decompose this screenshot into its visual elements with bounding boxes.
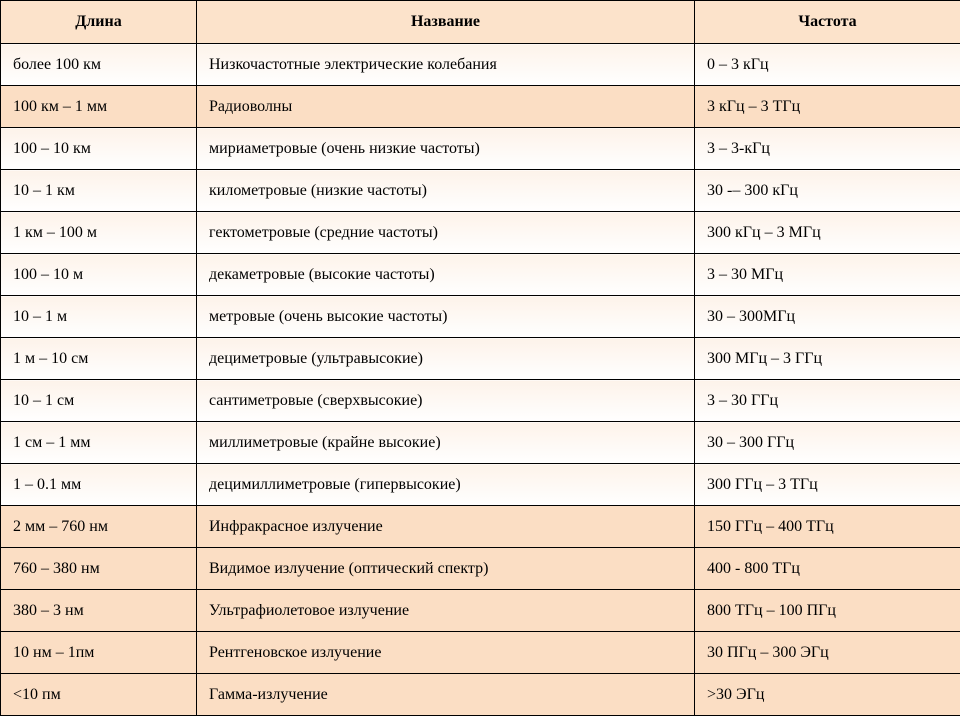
cell-length: более 100 км xyxy=(1,44,197,86)
cell-freq: 3 – 3-кГц xyxy=(695,128,960,170)
cell-freq: 150 ГГц – 400 ТГц xyxy=(695,506,960,548)
table-row: 380 – 3 нмУльтрафиолетовое излучение800 … xyxy=(1,590,960,632)
table-row: 1 – 0.1 ммдецимиллиметровые (гипервысоки… xyxy=(1,464,960,506)
cell-length: 1 см – 1 мм xyxy=(1,422,197,464)
cell-freq: 30 -– 300 кГц xyxy=(695,170,960,212)
cell-name: миллиметровые (крайне высокие) xyxy=(197,422,695,464)
cell-name: декаметровые (высокие частоты) xyxy=(197,254,695,296)
cell-freq: 300 кГц – 3 МГц xyxy=(695,212,960,254)
table-body: более 100 кмНизкочастотные электрические… xyxy=(1,44,960,716)
cell-freq: 300 ГГц – 3 ТГц xyxy=(695,464,960,506)
cell-freq: 800 ТГц – 100 ПГц xyxy=(695,590,960,632)
table-row: 1 м – 10 смдециметровые (ультравысокие)3… xyxy=(1,338,960,380)
table-row: 760 – 380 нмВидимое излучение (оптически… xyxy=(1,548,960,590)
cell-length: 100 км – 1 мм xyxy=(1,86,197,128)
cell-name: сантиметровые (сверхвысокие) xyxy=(197,380,695,422)
table-header-row: Длина Название Частота xyxy=(1,1,960,44)
table-row: 1 см – 1 мммиллиметровые (крайне высокие… xyxy=(1,422,960,464)
cell-length: 2 мм – 760 нм xyxy=(1,506,197,548)
table-row: 10 – 1 мметровые (очень высокие частоты)… xyxy=(1,296,960,338)
cell-name: гектометровые (средние частоты) xyxy=(197,212,695,254)
cell-freq: 30 – 300МГц xyxy=(695,296,960,338)
table-row: 100 км – 1 ммРадиоволны3 кГц – 3 ТГц xyxy=(1,86,960,128)
col-header-freq: Частота xyxy=(695,1,960,44)
cell-freq: 3 – 30 ГГц xyxy=(695,380,960,422)
cell-name: дециметровые (ультравысокие) xyxy=(197,338,695,380)
table-row: 10 – 1 кмкилометровые (низкие частоты)30… xyxy=(1,170,960,212)
cell-length: 380 – 3 нм xyxy=(1,590,197,632)
cell-name: децимиллиметровые (гипервысокие) xyxy=(197,464,695,506)
cell-length: <10 пм xyxy=(1,674,197,716)
table-row: <10 пмГамма-излучение>30 ЭГц xyxy=(1,674,960,716)
col-header-length: Длина xyxy=(1,1,197,44)
cell-name: Радиоволны xyxy=(197,86,695,128)
cell-freq: 3 – 30 МГц xyxy=(695,254,960,296)
cell-freq: 0 – 3 кГц xyxy=(695,44,960,86)
cell-name: мириаметровые (очень низкие частоты) xyxy=(197,128,695,170)
cell-name: Инфракрасное излучение xyxy=(197,506,695,548)
table-row: 100 – 10 кммириаметровые (очень низкие ч… xyxy=(1,128,960,170)
cell-length: 100 – 10 м xyxy=(1,254,197,296)
cell-name: Видимое излучение (оптический спектр) xyxy=(197,548,695,590)
cell-length: 100 – 10 км xyxy=(1,128,197,170)
cell-length: 10 нм – 1пм xyxy=(1,632,197,674)
cell-length: 1 м – 10 см xyxy=(1,338,197,380)
table-row: 100 – 10 мдекаметровые (высокие частоты)… xyxy=(1,254,960,296)
cell-length: 10 – 1 м xyxy=(1,296,197,338)
cell-length: 10 – 1 км xyxy=(1,170,197,212)
cell-freq: 30 ПГц – 300 ЭГц xyxy=(695,632,960,674)
table-row: 10 – 1 смсантиметровые (сверхвысокие)3 –… xyxy=(1,380,960,422)
cell-freq: >30 ЭГц xyxy=(695,674,960,716)
spectrum-table: Длина Название Частота более 100 кмНизко… xyxy=(0,0,960,716)
cell-name: Низкочастотные электрические колебания xyxy=(197,44,695,86)
cell-length: 760 – 380 нм xyxy=(1,548,197,590)
table-row: 10 нм – 1пмРентгеновское излучение30 ПГц… xyxy=(1,632,960,674)
cell-freq: 300 МГц – 3 ГГц xyxy=(695,338,960,380)
cell-name: метровые (очень высокие частоты) xyxy=(197,296,695,338)
cell-name: Рентгеновское излучение xyxy=(197,632,695,674)
cell-name: километровые (низкие частоты) xyxy=(197,170,695,212)
cell-freq: 30 – 300 ГГц xyxy=(695,422,960,464)
cell-freq: 3 кГц – 3 ТГц xyxy=(695,86,960,128)
table-row: более 100 кмНизкочастотные электрические… xyxy=(1,44,960,86)
cell-length: 10 – 1 см xyxy=(1,380,197,422)
cell-freq: 400 - 800 ТГц xyxy=(695,548,960,590)
cell-name: Гамма-излучение xyxy=(197,674,695,716)
cell-length: 1 – 0.1 мм xyxy=(1,464,197,506)
col-header-name: Название xyxy=(197,1,695,44)
cell-name: Ультрафиолетовое излучение xyxy=(197,590,695,632)
table-row: 1 км – 100 мгектометровые (средние часто… xyxy=(1,212,960,254)
cell-length: 1 км – 100 м xyxy=(1,212,197,254)
table-row: 2 мм – 760 нмИнфракрасное излучение150 Г… xyxy=(1,506,960,548)
